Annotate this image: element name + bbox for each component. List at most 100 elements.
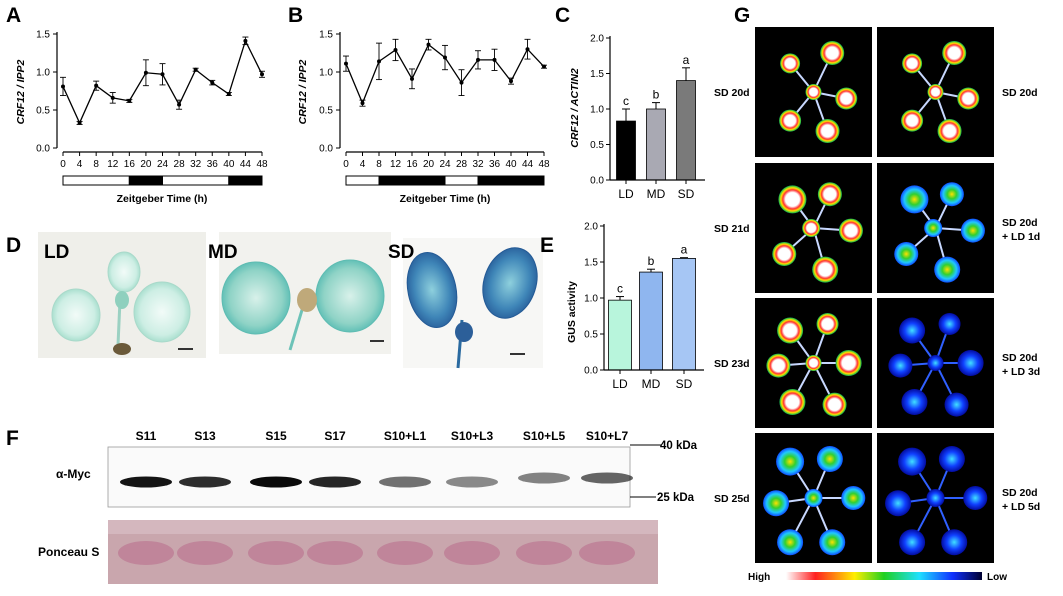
- x-tick-label: 48: [538, 159, 550, 170]
- leaf: [885, 490, 912, 517]
- panel-b: B CRF12 / IPP2 0.00.51.01.5 0 4 8 12 16 20 24 2…: [288, 4, 550, 205]
- x-tick-label: 12: [390, 159, 402, 170]
- leaf: [778, 185, 807, 214]
- leaf: [805, 84, 822, 100]
- light-period-segment: [444, 175, 479, 186]
- y-tick-label: 1.5: [319, 30, 333, 41]
- y-tick-label: 1.5: [584, 258, 598, 269]
- panel-d: D LD MD SD: [6, 232, 543, 369]
- x-tick-label: 36: [489, 159, 501, 170]
- light-period-segment: [345, 175, 380, 186]
- data-point: [94, 83, 99, 88]
- panel-e-bars: c b a: [608, 243, 696, 371]
- myc-band: [120, 476, 172, 488]
- x-tick-label: MD: [647, 187, 666, 201]
- leaf: [888, 353, 913, 378]
- data-point: [393, 47, 398, 52]
- panel-c: C CRF12 / ACTIN2 0.0 0.5 1.0 1.5 2.0 c b a LD M…: [555, 4, 705, 201]
- row-label-myc: α-Myc: [56, 467, 91, 481]
- panel-b-line-series: [343, 38, 547, 107]
- myc-band: [518, 472, 570, 484]
- leaf: [482, 247, 538, 319]
- panel-c-x-axis: LD MD SD: [610, 179, 705, 201]
- leaf: [221, 261, 291, 335]
- panel-a-xlabel: Zeitgeber Time (h): [117, 193, 208, 205]
- leaf: [315, 259, 385, 333]
- x-tick-label: 20: [423, 159, 435, 170]
- x-tick-label: 24: [157, 159, 169, 170]
- x-tick-label: 32: [190, 159, 202, 170]
- x-tick-label: 20: [140, 159, 152, 170]
- leaf: [766, 353, 791, 378]
- data-point: [509, 79, 513, 84]
- lane-label: S10+L1: [384, 429, 427, 443]
- data-point: [360, 101, 365, 106]
- panel-label-f: F: [6, 427, 19, 450]
- leaf: [763, 490, 790, 517]
- lane-label: S10+L7: [586, 429, 629, 443]
- myc-band: [309, 476, 361, 488]
- panel-f: F S11 S13 S15 S17 S10+L1 S10+L3 S10+L5 S10+L7 α…: [6, 427, 698, 584]
- leaf: [776, 447, 805, 476]
- leaf: [898, 447, 927, 476]
- bar-md: [646, 108, 666, 181]
- photo-label-sd: SD: [388, 242, 414, 263]
- data-point: [476, 57, 480, 62]
- significance-letter: c: [623, 94, 629, 108]
- gus-photo-md: MD: [208, 232, 391, 354]
- ponceau-bands: [118, 541, 635, 565]
- leaf: [957, 87, 980, 110]
- panel-e-ylabel: GUS activity: [566, 281, 578, 343]
- x-tick-label: 16: [124, 159, 136, 170]
- leaf: [817, 182, 842, 207]
- lane-label: S15: [265, 429, 287, 443]
- y-tick-label: 0.5: [36, 106, 50, 117]
- leaf: [819, 529, 846, 556]
- photo-label-ld: LD: [44, 242, 69, 263]
- leaf: [802, 219, 821, 237]
- data-point: [177, 102, 182, 107]
- data-point: [492, 57, 497, 62]
- x-tick-label: 16: [406, 159, 418, 170]
- left-timepoint-label: SD 23d: [714, 358, 750, 370]
- leaf: [938, 446, 965, 472]
- leaf: [934, 256, 961, 283]
- leaf: [841, 486, 866, 510]
- y-tick-label: 0.0: [319, 144, 333, 155]
- ponceau-band: [377, 541, 433, 565]
- x-tick-label: SD: [678, 187, 695, 201]
- leaf: [780, 53, 801, 74]
- right-timepoint-label: + LD 1d: [1002, 231, 1040, 243]
- panel-label-c: C: [555, 4, 570, 27]
- leaf: [899, 529, 926, 556]
- dark-period-segment: [228, 175, 263, 186]
- data-point: [426, 42, 431, 47]
- leaf: [963, 486, 988, 510]
- data-point: [443, 55, 447, 60]
- right-timepoint-label: SD 20d: [1002, 487, 1038, 499]
- leaf: [822, 392, 847, 417]
- leaf: [835, 87, 858, 110]
- y-tick-label: 0.0: [36, 144, 50, 155]
- leaf: [939, 182, 964, 207]
- leaf: [820, 41, 845, 65]
- bar-ld: [616, 120, 636, 181]
- leaf: [894, 242, 919, 266]
- panel-e: E GUS activity 0.0 0.5 1.0 1.5 2.0 c b a LD MD S…: [540, 222, 704, 391]
- y-tick-label: 2.0: [590, 34, 604, 45]
- bar-md: [639, 271, 663, 371]
- data-point: [143, 70, 148, 75]
- significance-letter: b: [648, 254, 655, 268]
- leaf: [960, 218, 985, 243]
- leaf: [815, 119, 840, 143]
- ponceau-band: [516, 541, 572, 565]
- lane-label: S13: [194, 429, 216, 443]
- bar-ld: [608, 299, 632, 371]
- marker-40kda: 40 kDa: [660, 440, 698, 452]
- leaf: [901, 389, 928, 415]
- leaf: [51, 288, 101, 342]
- myc-band: [379, 476, 431, 488]
- lane-label: S10+L3: [451, 429, 494, 443]
- data-point: [160, 72, 165, 77]
